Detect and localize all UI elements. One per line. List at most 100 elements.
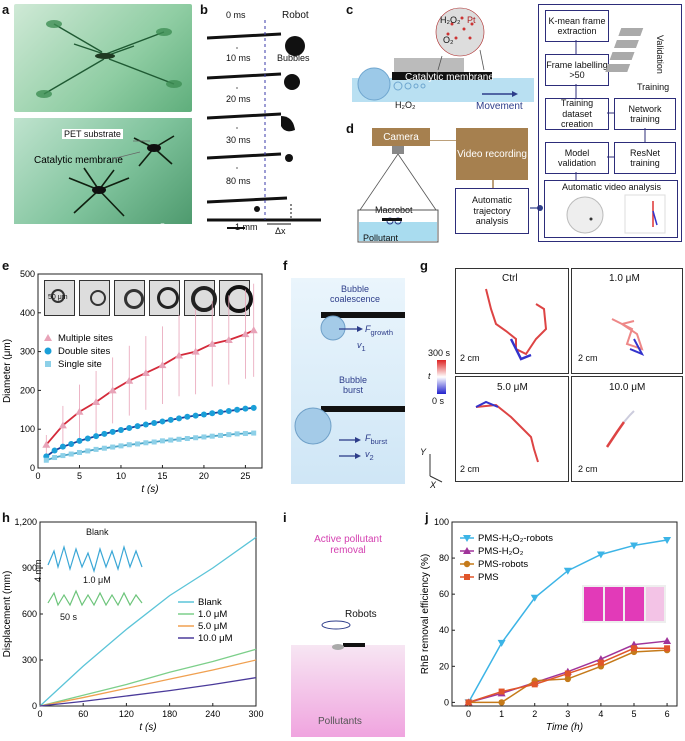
data-point: [84, 435, 91, 442]
axis-y: Y: [420, 447, 427, 457]
timelapse-svg: [206, 20, 321, 229]
pollutant-label: Pollutant: [363, 233, 399, 243]
x-tick-label: 5: [631, 709, 636, 719]
data-point: [58, 421, 67, 429]
training-label: Training: [637, 82, 670, 92]
pet-substrate-label: PET substrate: [62, 129, 123, 139]
data-point: [52, 455, 58, 461]
time-10ms: 10 ms: [226, 53, 251, 63]
data-point: [209, 433, 215, 439]
data-point: [191, 347, 200, 355]
time-30ms: 30 ms: [226, 135, 251, 145]
legend-label: 5.0 μM: [198, 621, 227, 632]
delta-x-label: Δx: [275, 226, 286, 236]
series-line-0: [39, 536, 257, 707]
data-point: [218, 432, 224, 438]
bubble-diagram-svg: [294, 312, 405, 459]
y-tick-label: 100: [434, 517, 449, 527]
data-point: [68, 451, 74, 457]
h2o2-bottom: H₂O₂: [395, 100, 416, 110]
x-tick-label: 120: [119, 709, 134, 719]
data-point: [51, 447, 58, 454]
burst-label: Bubble burst: [338, 375, 368, 395]
water-strider-photo: [14, 4, 192, 112]
data-point: [630, 645, 637, 652]
data-point: [159, 438, 165, 444]
legend-marker: [44, 347, 52, 355]
traj-10um-svg: [605, 410, 635, 448]
x-tick-label: 0: [37, 709, 42, 719]
data-point: [184, 413, 191, 420]
data-point: [125, 376, 134, 384]
data-point: [184, 436, 190, 442]
panel-c-label: c: [346, 2, 354, 17]
legend-label: 1.0 μM: [198, 609, 227, 620]
data-point: [134, 423, 141, 430]
cbar-top: 300 s: [428, 348, 451, 358]
data-point: [159, 418, 166, 425]
data-point: [168, 437, 174, 443]
traj-5um-svg: [475, 400, 539, 463]
data-point: [663, 637, 672, 645]
axis-x: X: [430, 480, 437, 490]
data-point: [242, 430, 248, 436]
panel-i-label: i: [283, 510, 287, 525]
y-axis-label: Diameter (μm): [2, 339, 13, 403]
camera-box: Camera: [372, 128, 430, 146]
legend-marker: [45, 361, 51, 367]
legend-label: PMS-H₂O₂: [478, 546, 524, 557]
fit-line-1: [45, 406, 254, 458]
traj-10um: [571, 376, 683, 482]
inset-scale-v: 4 mm: [33, 559, 43, 583]
catalytic-membrane-text: Catalytic membrane: [405, 72, 494, 83]
data-point: [110, 444, 116, 450]
x-tick-label: 20: [199, 471, 209, 481]
data-point: [167, 416, 174, 423]
robot-strider-icon: [68, 135, 175, 217]
data-point: [176, 436, 182, 442]
inset-traces: [46, 537, 146, 613]
labelling-box: Frame labelling >50: [545, 54, 609, 86]
data-point: [226, 432, 232, 438]
data-point: [108, 386, 117, 394]
y-tick-label: 400: [20, 308, 35, 318]
traj-ctrl: [455, 268, 569, 374]
data-point: [209, 410, 216, 417]
panel-f-label: f: [283, 258, 288, 273]
x-axis-label: t (s): [139, 722, 156, 733]
data-point: [60, 453, 66, 459]
legend-label: PMS: [478, 572, 499, 583]
data-point: [101, 430, 108, 437]
x-tick-label: 0: [35, 471, 40, 481]
x-tick-label: 2: [532, 709, 537, 719]
data-point: [93, 446, 99, 452]
data-point: [59, 443, 66, 450]
auto-video-label: Automatic video analysis: [562, 182, 662, 192]
y-axis-label: Displacement (mm): [2, 571, 13, 658]
data-point: [109, 428, 116, 435]
network-training-box: Network training: [614, 98, 676, 130]
x-axis-label: Time (h): [546, 722, 583, 733]
plot-frame: [37, 273, 263, 469]
data-point: [118, 443, 124, 449]
legend-label: PMS-H₂O₂-robots: [478, 533, 553, 544]
time-20ms: 20 ms: [226, 94, 251, 104]
data-point: [142, 421, 149, 428]
data-point: [563, 567, 572, 575]
data-point: [92, 398, 101, 406]
data-point: [76, 437, 83, 444]
traj-1um: [571, 268, 683, 374]
robots-label: Robots: [345, 609, 377, 620]
plot-frame: [451, 521, 678, 707]
data-point: [101, 445, 107, 451]
panel-h-label: h: [2, 510, 10, 525]
x-tick-label: 300: [248, 709, 263, 719]
data-point: [117, 426, 124, 433]
scale-1mm: 1 mm: [235, 222, 258, 232]
data-point: [176, 415, 183, 422]
data-point: [75, 407, 84, 415]
data-point: [530, 594, 539, 602]
v2-label: v2: [365, 449, 374, 462]
movement-label: Movement: [476, 101, 523, 112]
legend-marker: [464, 574, 470, 580]
